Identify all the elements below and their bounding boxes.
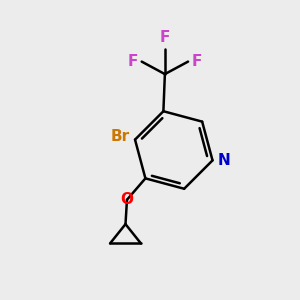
- Text: Br: Br: [110, 129, 130, 144]
- Text: N: N: [218, 153, 231, 168]
- Text: F: F: [160, 30, 170, 45]
- Text: F: F: [128, 54, 138, 69]
- Text: O: O: [121, 192, 134, 207]
- Text: F: F: [192, 54, 202, 69]
